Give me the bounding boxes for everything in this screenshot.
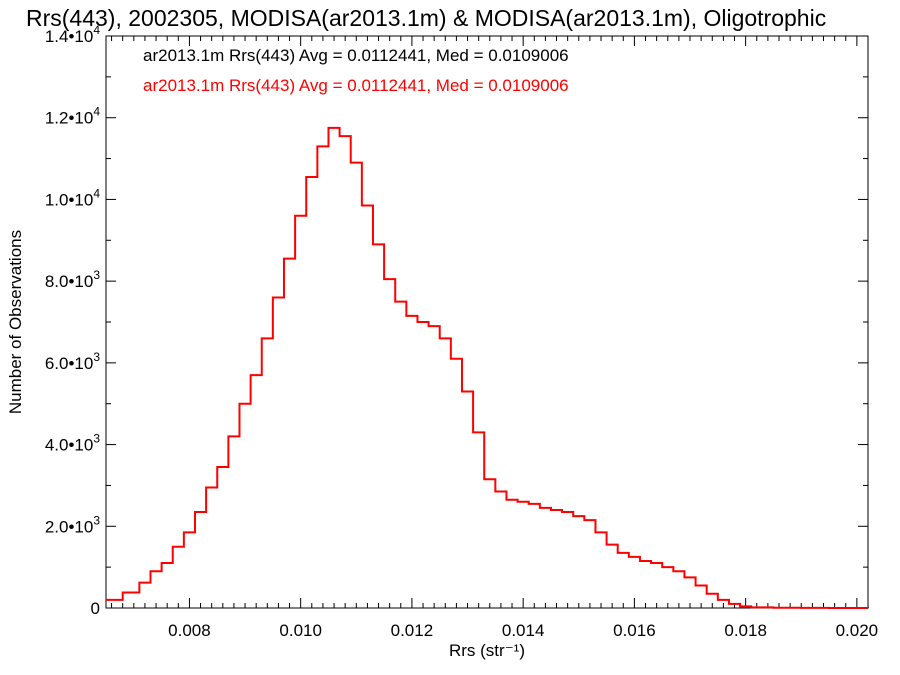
- y-tick-label: 2.0•103: [45, 513, 101, 536]
- x-tick-label: 0.010: [279, 621, 322, 640]
- y-tick-label: 8.0•103: [45, 268, 101, 291]
- plot-area: 0.008 0.010 0.012 0.014 0.016 0.018 0.020 0 2.0…: [45, 23, 878, 640]
- y-tick-label: 1.4•104: [45, 23, 101, 46]
- y-tick-label: 0: [91, 599, 100, 618]
- plot-frame: [105, 35, 869, 609]
- x-tick-label: 0.018: [724, 621, 767, 640]
- histogram-series-line: [106, 126, 869, 609]
- legend-entry-black: ar2013.1m Rrs(443) Avg = 0.0112441, Med …: [143, 46, 569, 65]
- y-tick-label: 1.0•104: [45, 186, 101, 209]
- x-tick-label: 0.020: [836, 621, 879, 640]
- x-tick-label: 0.014: [502, 621, 545, 640]
- y-tick-label: 4.0•103: [45, 432, 101, 455]
- chart-title: Rrs(443), 2002305, MODISA(ar2013.1m) & M…: [26, 5, 826, 31]
- legend-entry-red: ar2013.1m Rrs(443) Avg = 0.0112441, Med …: [143, 76, 569, 95]
- x-axis-ticks: [111, 36, 869, 608]
- x-tick-label: 0.016: [613, 621, 656, 640]
- y-axis-label: Number of Observations: [6, 230, 25, 414]
- y-tick-label: 1.2•104: [45, 105, 101, 128]
- y-axis-ticks: [106, 35, 868, 609]
- x-tick-label: 0.012: [391, 621, 434, 640]
- x-axis-label: Rrs (str⁻¹): [449, 641, 525, 660]
- y-axis-tick-labels: 0 2.0•103 4.0•103 6.0•103 8.0•103 1.0•104 1.2•…: [45, 23, 101, 618]
- x-axis-tick-labels: 0.008 0.010 0.012 0.014 0.016 0.018 0.020: [168, 621, 878, 640]
- x-tick-label: 0.008: [168, 621, 211, 640]
- y-tick-label: 6.0•103: [45, 350, 101, 373]
